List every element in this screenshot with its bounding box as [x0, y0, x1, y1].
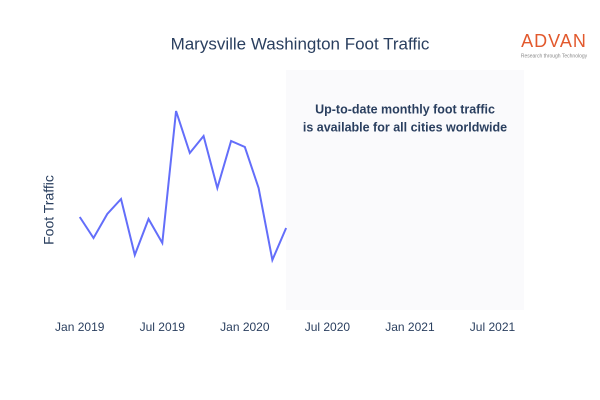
logo-name: ADVAN [521, 31, 587, 51]
annotation: is available for all cities worldwide [303, 120, 507, 134]
annotation: Up-to-date monthly foot traffic [315, 102, 495, 116]
x-tick-label: Jan 2021 [385, 320, 435, 334]
forecast-region [286, 70, 524, 310]
chart-title: Marysville Washington Foot Traffic [171, 34, 430, 53]
x-tick-label: Jul 2019 [140, 320, 186, 334]
x-tick-label: Jan 2019 [55, 320, 105, 334]
line [78, 110, 288, 264]
x-tick-label: Jul 2020 [305, 320, 351, 334]
x-tick-label: Jan 2020 [220, 320, 270, 334]
logo-tagline: Research through Technology [521, 53, 588, 59]
y-axis-label: Foot Traffic [41, 175, 57, 245]
x-tick-label: Jul 2021 [470, 320, 516, 334]
